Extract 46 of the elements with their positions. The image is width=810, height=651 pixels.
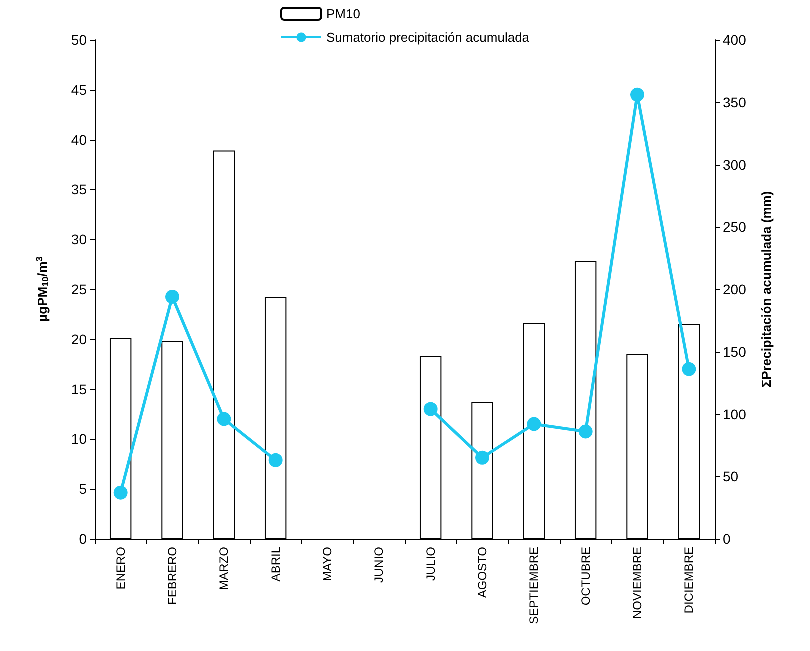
x-tick-label: DICIEMBRE: [682, 547, 696, 614]
point: [268, 453, 283, 468]
legend-label: PM10: [326, 6, 360, 22]
y-tick-label: 40: [71, 132, 88, 148]
point: [527, 417, 542, 432]
point: [682, 362, 696, 376]
y-tick-label: 30: [71, 232, 88, 248]
point: [630, 88, 644, 102]
x-tick-label: AGOSTO: [476, 547, 490, 598]
y-tick-label: 25: [71, 282, 88, 298]
y-tick-label: 20: [71, 331, 88, 348]
y-axis-title: μgPM10/m3: [34, 256, 50, 322]
y-tick-label: 45: [71, 82, 88, 98]
x-tick-label: FEBRERO: [166, 547, 180, 606]
x-tick-label: MARZO: [217, 547, 232, 590]
point: [476, 450, 490, 465]
y2-tick-label: 50: [723, 468, 739, 485]
x-tick-label: JUNIO: [372, 547, 386, 583]
x-tick-label: OCTUBRE: [578, 547, 593, 606]
y-tick-label: 5: [79, 481, 88, 498]
y-tick-label: 35: [71, 182, 88, 198]
y2-axis-title: ΣPrecipitación acumulada (mm): [759, 191, 774, 388]
y2-tick-label: 150: [723, 344, 747, 360]
point: [217, 412, 232, 426]
y2-tick-label: 0: [723, 531, 731, 547]
x-tick-label: ABRIL: [268, 546, 283, 582]
y-tick-label: 0: [79, 531, 88, 547]
point: [578, 424, 593, 439]
x-tick-label: MAYO: [320, 547, 334, 582]
y2-tick-label: 400: [723, 32, 747, 48]
y2-tick-label: 250: [723, 219, 747, 236]
x-tick-label: NOVIEMBRE: [630, 547, 644, 620]
legend-label: Sumatorio precipitación acumulada: [326, 30, 530, 45]
x-tick-label: ENERO: [114, 547, 128, 590]
y2-tick-label: 300: [723, 156, 747, 173]
point: [424, 402, 438, 416]
y-tick-label: 10: [71, 431, 88, 448]
y2-tick-label: 350: [723, 94, 747, 110]
y2-tick-label: 100: [723, 406, 747, 422]
point: [166, 290, 180, 304]
y-tick-label: 15: [71, 381, 88, 398]
x-tick-label: SEPTIEMBRE: [527, 547, 542, 624]
y2-tick-label: 200: [723, 282, 747, 298]
x-tick-label: JULIO: [424, 547, 438, 582]
y-tick-label: 50: [71, 32, 88, 48]
point: [114, 486, 128, 500]
